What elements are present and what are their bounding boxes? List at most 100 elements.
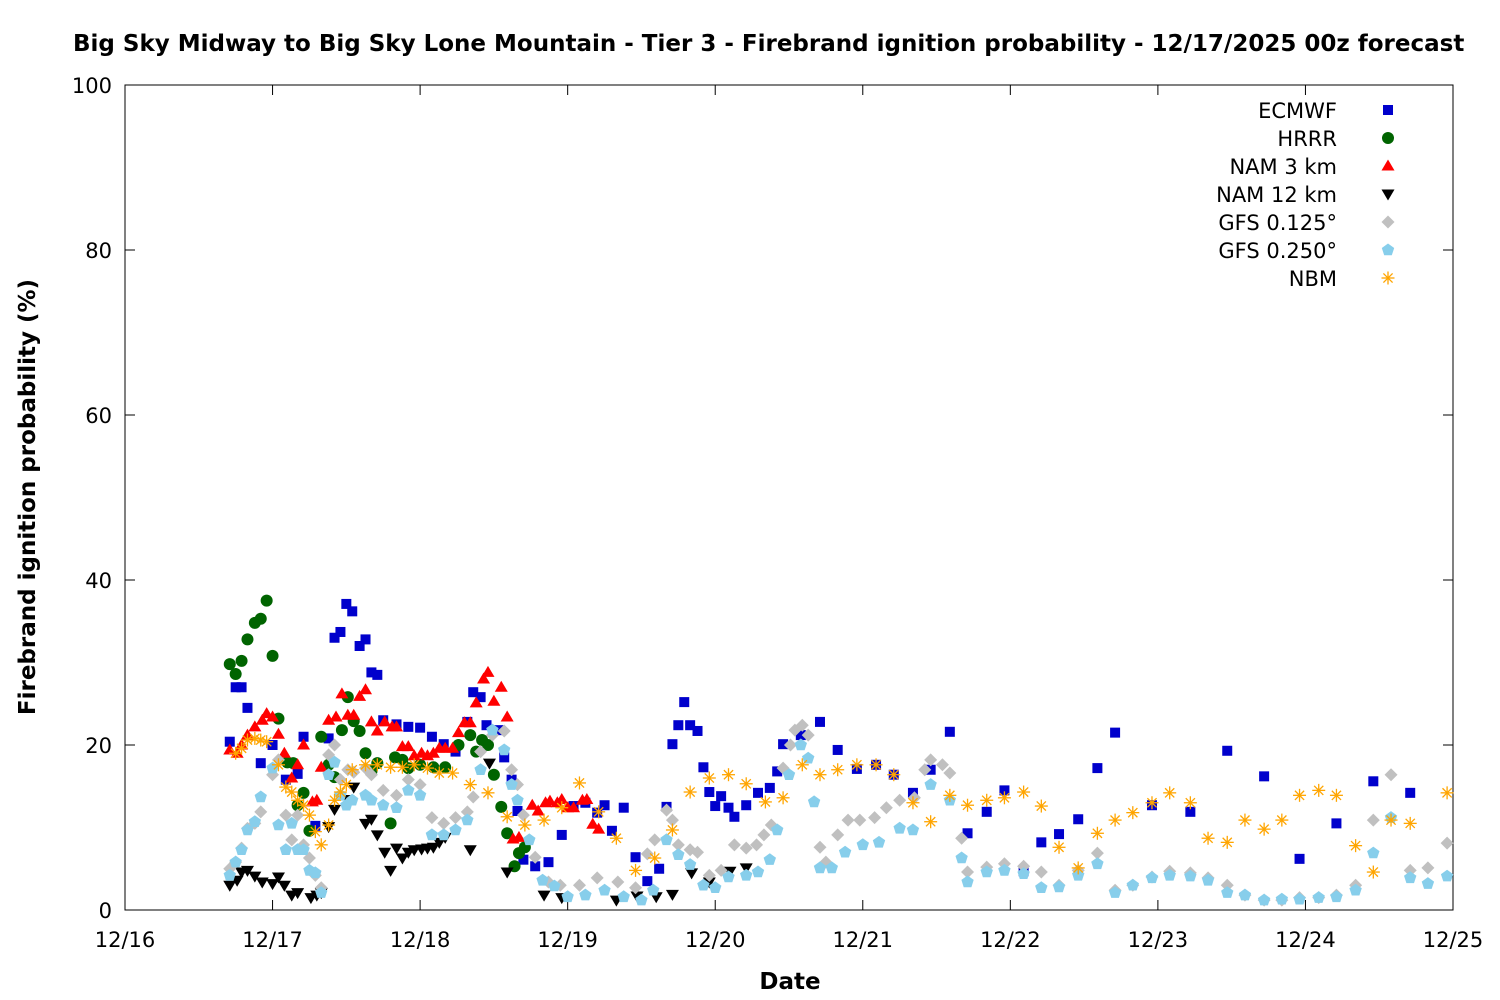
data-point — [1163, 786, 1177, 800]
data-point — [710, 801, 721, 812]
data-point — [505, 778, 518, 790]
y-tick-label: 60 — [85, 404, 112, 428]
data-point — [709, 881, 722, 893]
data-point — [360, 634, 371, 645]
asterisk-stroke — [1018, 786, 1029, 798]
data-point — [702, 868, 716, 882]
data-point — [395, 853, 409, 865]
data-point — [609, 831, 623, 845]
data-point — [266, 649, 279, 662]
data-point — [390, 788, 404, 802]
legend-marker — [1381, 243, 1395, 256]
data-point — [1017, 785, 1031, 799]
data-point — [420, 761, 434, 775]
data-point — [279, 808, 293, 822]
data-point — [648, 833, 662, 847]
data-point — [463, 716, 477, 728]
asterisk-stroke — [797, 759, 808, 770]
data-point — [308, 825, 322, 839]
data-point — [1404, 871, 1417, 884]
data-point — [241, 823, 254, 836]
asterisk-stroke — [962, 800, 973, 811]
asterisk-stroke — [360, 759, 371, 770]
data-point — [345, 763, 359, 777]
data-point — [493, 725, 504, 736]
asterisk-stroke — [1222, 837, 1233, 848]
data-point — [335, 724, 348, 737]
asterisk-stroke — [310, 826, 321, 837]
data-point — [868, 811, 882, 825]
asterisk-stroke — [286, 786, 297, 798]
asterisk-stroke — [385, 762, 396, 773]
data-point — [1220, 878, 1234, 892]
data-point — [236, 682, 247, 693]
data-point — [223, 658, 236, 671]
asterisk-stroke — [434, 767, 445, 779]
data-point — [242, 702, 253, 713]
data-point — [285, 816, 298, 829]
data-point — [1017, 867, 1030, 879]
data-point — [271, 872, 285, 884]
data-point — [758, 795, 772, 809]
axes: 0 20 40 60 80 100 12/16 12/17 12/18 12/19 12/20 12/… — [72, 74, 1483, 952]
data-point — [402, 783, 415, 796]
x-tick-label: 12/21 — [833, 928, 894, 952]
data-point — [384, 817, 397, 830]
data-point — [943, 788, 957, 802]
data-point — [1312, 891, 1325, 903]
y-axis-label: Firebrand ignition probability (%) — [15, 279, 41, 715]
data-point — [807, 795, 821, 808]
data-point — [291, 808, 305, 822]
data-point — [266, 879, 280, 891]
data-point — [378, 715, 392, 727]
data-point — [943, 766, 957, 780]
data-point — [665, 813, 679, 827]
data-point — [495, 800, 508, 813]
x-tick-label: 12/19 — [537, 928, 598, 952]
data-point — [740, 868, 753, 881]
data-point — [1366, 865, 1380, 879]
data-point — [255, 758, 266, 769]
data-point — [481, 720, 492, 731]
data-point — [516, 808, 530, 822]
data-point — [918, 763, 932, 777]
data-point — [395, 760, 409, 774]
y-tick-label: 80 — [85, 239, 112, 263]
data-point — [1367, 846, 1380, 859]
asterisk-stroke — [1239, 815, 1251, 826]
asterisk-stroke — [409, 759, 420, 770]
y-tick-label: 40 — [85, 569, 112, 593]
data-point — [248, 871, 262, 883]
data-point — [1110, 727, 1121, 738]
data-point — [329, 710, 343, 722]
data-point — [962, 828, 973, 839]
data-point — [660, 833, 673, 846]
data-point — [328, 738, 342, 752]
data-point — [667, 739, 678, 750]
data-point — [1090, 826, 1104, 840]
data-point — [365, 793, 378, 806]
data-point — [1145, 796, 1159, 810]
data-point — [1238, 888, 1252, 901]
asterisk-stroke — [372, 759, 383, 770]
data-point — [474, 763, 487, 775]
data-point — [906, 823, 920, 836]
data-point — [783, 738, 797, 752]
data-point — [499, 752, 510, 763]
asterisk-stroke — [341, 779, 352, 790]
data-point — [1091, 857, 1104, 870]
data-point — [328, 804, 342, 816]
data-point — [359, 747, 372, 760]
data-point — [271, 727, 285, 739]
data-point — [1201, 873, 1215, 886]
y-tick-label: 0 — [99, 899, 112, 923]
asterisk-stroke — [280, 782, 291, 793]
legend-marker — [1383, 105, 1393, 115]
data-point — [451, 726, 465, 738]
data-point — [1349, 883, 1362, 896]
data-point — [339, 778, 353, 792]
data-point — [579, 888, 592, 901]
legend-marker — [1381, 159, 1395, 171]
data-point — [241, 633, 254, 646]
legend-marker — [1382, 132, 1394, 144]
